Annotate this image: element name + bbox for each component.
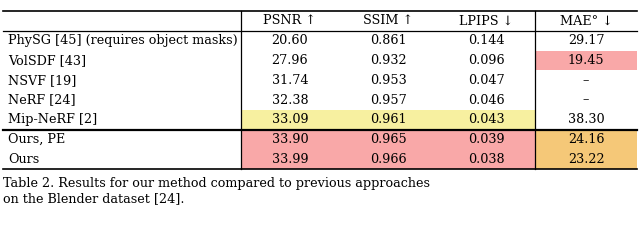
Text: NeRF [24]: NeRF [24] xyxy=(8,94,76,106)
Bar xyxy=(339,31,437,51)
Bar xyxy=(3,31,241,51)
Bar xyxy=(339,90,437,110)
Bar xyxy=(3,70,241,90)
Text: Mip-NeRF [2]: Mip-NeRF [2] xyxy=(8,113,97,126)
Text: 19.45: 19.45 xyxy=(568,54,604,67)
Text: 0.961: 0.961 xyxy=(370,113,406,126)
Bar xyxy=(3,110,241,130)
Text: 0.966: 0.966 xyxy=(370,153,406,166)
Bar xyxy=(241,110,339,130)
Bar xyxy=(536,70,637,90)
Bar xyxy=(437,130,536,150)
Bar xyxy=(3,130,241,150)
Bar xyxy=(437,51,536,70)
Bar xyxy=(241,90,339,110)
Text: 33.09: 33.09 xyxy=(271,113,308,126)
Text: –: – xyxy=(583,74,589,87)
Bar xyxy=(339,130,437,150)
Text: 0.965: 0.965 xyxy=(370,133,406,146)
Bar xyxy=(3,11,241,31)
Bar xyxy=(241,130,339,150)
Text: 0.953: 0.953 xyxy=(370,74,406,87)
Text: 0.096: 0.096 xyxy=(468,54,504,67)
Text: 31.74: 31.74 xyxy=(271,74,308,87)
Bar xyxy=(3,51,241,70)
Bar xyxy=(241,150,339,169)
Bar xyxy=(3,90,241,110)
Text: 0.144: 0.144 xyxy=(468,34,504,47)
Bar xyxy=(536,90,637,110)
Text: PhySG [45] (requires object masks): PhySG [45] (requires object masks) xyxy=(8,34,238,47)
Text: Ours, PE: Ours, PE xyxy=(8,133,65,146)
Bar xyxy=(241,70,339,90)
Bar xyxy=(437,11,536,31)
Text: 20.60: 20.60 xyxy=(271,34,308,47)
Text: 23.22: 23.22 xyxy=(568,153,604,166)
Bar xyxy=(437,31,536,51)
Text: 0.038: 0.038 xyxy=(468,153,504,166)
Text: LPIPS ↓: LPIPS ↓ xyxy=(460,14,513,27)
Text: VolSDF [43]: VolSDF [43] xyxy=(8,54,86,67)
Bar xyxy=(536,130,637,150)
Bar xyxy=(437,90,536,110)
Text: 24.16: 24.16 xyxy=(568,133,604,146)
Text: Table 2. Results for our method compared to previous approaches
on the Blender d: Table 2. Results for our method compared… xyxy=(3,177,430,205)
Text: 27.96: 27.96 xyxy=(271,54,308,67)
Text: NSVF [19]: NSVF [19] xyxy=(8,74,77,87)
Text: Ours: Ours xyxy=(8,153,40,166)
Bar xyxy=(536,51,637,70)
Text: 33.99: 33.99 xyxy=(271,153,308,166)
Bar xyxy=(536,110,637,130)
Bar xyxy=(437,150,536,169)
Bar xyxy=(241,11,339,31)
Bar xyxy=(241,51,339,70)
Text: MAE° ↓: MAE° ↓ xyxy=(560,14,612,27)
Bar xyxy=(241,31,339,51)
Bar xyxy=(437,70,536,90)
Text: 0.046: 0.046 xyxy=(468,94,504,106)
Text: SSIM ↑: SSIM ↑ xyxy=(363,14,413,27)
Text: 0.861: 0.861 xyxy=(370,34,406,47)
Bar xyxy=(339,11,437,31)
Text: 29.17: 29.17 xyxy=(568,34,604,47)
Text: 32.38: 32.38 xyxy=(271,94,308,106)
Text: 0.932: 0.932 xyxy=(370,54,406,67)
Bar xyxy=(536,11,637,31)
Text: –: – xyxy=(583,94,589,106)
Bar xyxy=(437,110,536,130)
Text: 0.957: 0.957 xyxy=(370,94,406,106)
Text: 33.90: 33.90 xyxy=(271,133,308,146)
Bar xyxy=(339,110,437,130)
Bar xyxy=(339,150,437,169)
Text: 38.30: 38.30 xyxy=(568,113,604,126)
Bar xyxy=(3,150,241,169)
Bar xyxy=(339,70,437,90)
Text: 0.043: 0.043 xyxy=(468,113,504,126)
Text: 0.047: 0.047 xyxy=(468,74,504,87)
Text: PSNR ↑: PSNR ↑ xyxy=(264,14,316,27)
Bar xyxy=(536,31,637,51)
Text: 0.039: 0.039 xyxy=(468,133,504,146)
Bar xyxy=(536,150,637,169)
Bar xyxy=(339,51,437,70)
